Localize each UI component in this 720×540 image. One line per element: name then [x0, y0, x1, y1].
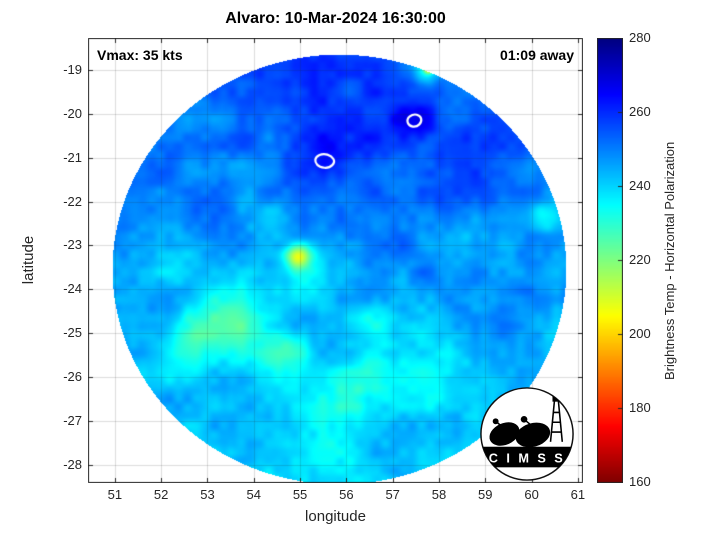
y-tick-label: -19	[63, 62, 82, 77]
colorbar	[597, 38, 623, 483]
plot-area: Vmax: 35 kts 01:09 away C I	[88, 38, 583, 483]
x-tick-label: 54	[246, 487, 261, 502]
y-tick-label: -24	[63, 281, 82, 297]
x-tick-label: 51	[107, 487, 123, 502]
x-tick-label: 56	[339, 487, 354, 502]
colorbar-tick-label: 220	[629, 252, 651, 267]
y-tick-label: -23	[63, 237, 82, 253]
y-tick-label: -22	[63, 193, 82, 209]
colorbar-tick-label: 280	[629, 30, 651, 45]
x-tick-label: 59	[478, 487, 493, 502]
y-tick-label: -20	[63, 105, 82, 121]
x-tick-label: 58	[431, 487, 447, 502]
satellite-dishes-icon	[489, 415, 551, 448]
x-tick-label: 53	[200, 487, 215, 502]
cimss-banner-text: C I M S S	[489, 450, 566, 465]
y-tick-label: -27	[63, 412, 82, 428]
colorbar-gradient	[597, 38, 623, 483]
cimss-banner	[480, 446, 574, 468]
colorbar-tick-label: 180	[629, 400, 651, 415]
x-tick-label: 57	[385, 487, 400, 502]
x-tick-label: 60	[524, 487, 539, 502]
y-tick-label: -25	[63, 325, 82, 341]
x-axis-label: longitude	[305, 508, 366, 525]
x-tick-label: 52	[153, 487, 169, 502]
vmax-annotation: Vmax: 35 kts	[97, 47, 183, 63]
x-tick-label: 55	[292, 487, 308, 502]
cimss-logo: C I M S S	[480, 387, 574, 481]
chart-title: Alvaro: 10-Mar-2024 16:30:00	[225, 10, 446, 27]
time-away-annotation: 01:09 away	[500, 47, 574, 63]
x-tick-label: 61	[570, 487, 586, 502]
y-tick-label: -21	[63, 149, 82, 165]
colorbar-tick-label: 200	[629, 326, 651, 341]
colorbar-tick-label: 260	[629, 104, 651, 119]
colorbar-label: Brightness Temp - Horizontal Polarizatio…	[662, 141, 677, 380]
colorbar-tick-label: 160	[629, 474, 651, 489]
y-tick-label: -26	[63, 368, 82, 384]
colorbar-tick-label: 240	[629, 178, 651, 193]
y-tick-label: -28	[63, 456, 82, 472]
